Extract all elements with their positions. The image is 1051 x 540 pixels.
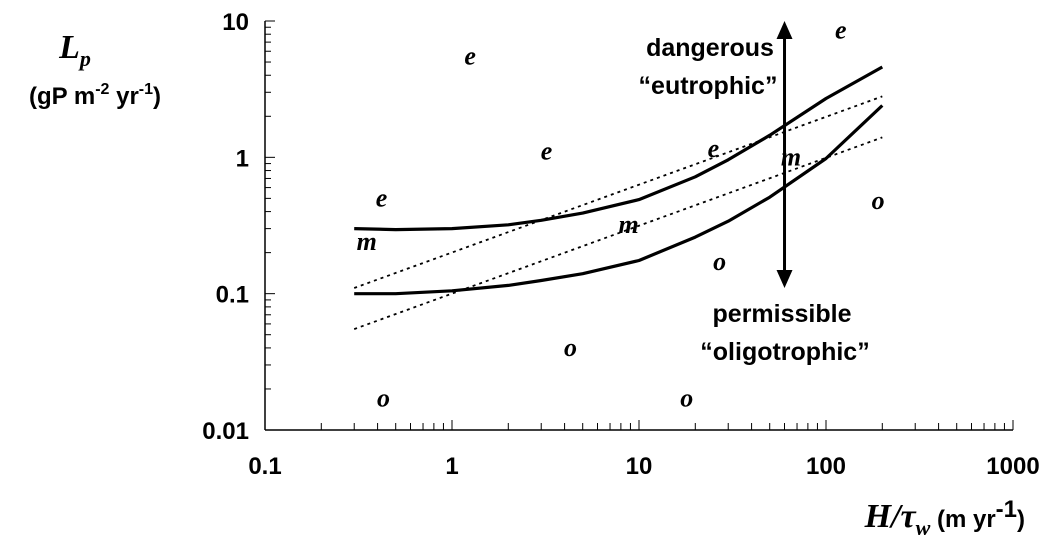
x-axis-unit-post: ) (1017, 506, 1025, 533)
y-tick-label: 0.1 (216, 282, 249, 309)
y-axis-unit-mid: yr (109, 83, 138, 110)
x-axis-title: H/τw (m yr-1) (864, 496, 1025, 540)
x-tick-label: 1 (445, 453, 458, 480)
point-label-o: o (680, 384, 693, 413)
annotation-permissible: permissible (713, 300, 852, 328)
annotation-oligotrophic: “oligotrophic” (700, 338, 869, 366)
x-axis-unit-sup: -1 (996, 496, 1017, 523)
point-label-m: m (619, 210, 639, 239)
x-axis-title-sub: w (916, 515, 931, 540)
dotted-line-3 (353, 95, 883, 289)
dotted-line-4 (353, 136, 883, 330)
y-tick-label: 10 (222, 9, 249, 36)
point-label-e: e (835, 16, 847, 45)
y-axis-unit-sup1: -2 (95, 81, 109, 98)
point-label-o: o (872, 186, 885, 215)
point-label-e: e (708, 134, 720, 163)
point-label-e: e (464, 41, 476, 70)
annotation-eutrophic: “eutrophic” (639, 72, 778, 100)
y-axis-title-sub: p (78, 46, 91, 71)
x-axis-title-main: H/τ (864, 498, 917, 535)
point-label-o: o (564, 333, 577, 362)
solid-curve-1 (354, 65, 884, 232)
x-tick-label: 1000 (986, 453, 1039, 480)
y-axis-unit-pre: (gP m (29, 83, 95, 110)
point-label-e: e (541, 137, 553, 166)
point-label-m: m (357, 227, 377, 256)
point-label-o: o (713, 247, 726, 276)
y-axis-title-main: L (58, 29, 80, 66)
point-label-o: o (377, 384, 390, 413)
x-tick-label: 0.1 (248, 453, 281, 480)
y-tick-label: 0.01 (202, 418, 249, 445)
y-axis-unit: (gP m-2 yr-1) (29, 81, 161, 110)
x-tick-label: 100 (806, 453, 846, 480)
y-axis-title: Lp (58, 29, 91, 71)
solid-curve-2 (354, 104, 884, 296)
y-axis-unit-sup2: -1 (139, 81, 153, 98)
x-tick-label: 10 (626, 453, 653, 480)
axes: 0.1 1 10 100 1000 0.01 0.1 1 10 (202, 9, 1039, 480)
y-axis-unit-post: ) (153, 83, 161, 110)
annotation-dangerous: dangerous (646, 34, 774, 62)
arrow-layer (776, 21, 793, 289)
x-axis-unit-pre: (m yr (930, 506, 995, 533)
point-label-e: e (376, 183, 388, 212)
arrow-head-down (776, 270, 793, 289)
point-label-m: m (781, 142, 801, 171)
y-tick-label: 1 (236, 145, 249, 172)
series-layer (353, 65, 884, 330)
arrow-head-up (776, 21, 793, 39)
